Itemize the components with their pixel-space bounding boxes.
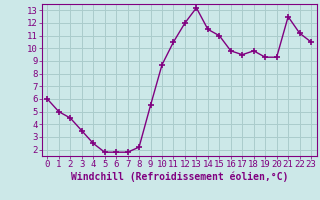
X-axis label: Windchill (Refroidissement éolien,°C): Windchill (Refroidissement éolien,°C) (70, 172, 288, 182)
